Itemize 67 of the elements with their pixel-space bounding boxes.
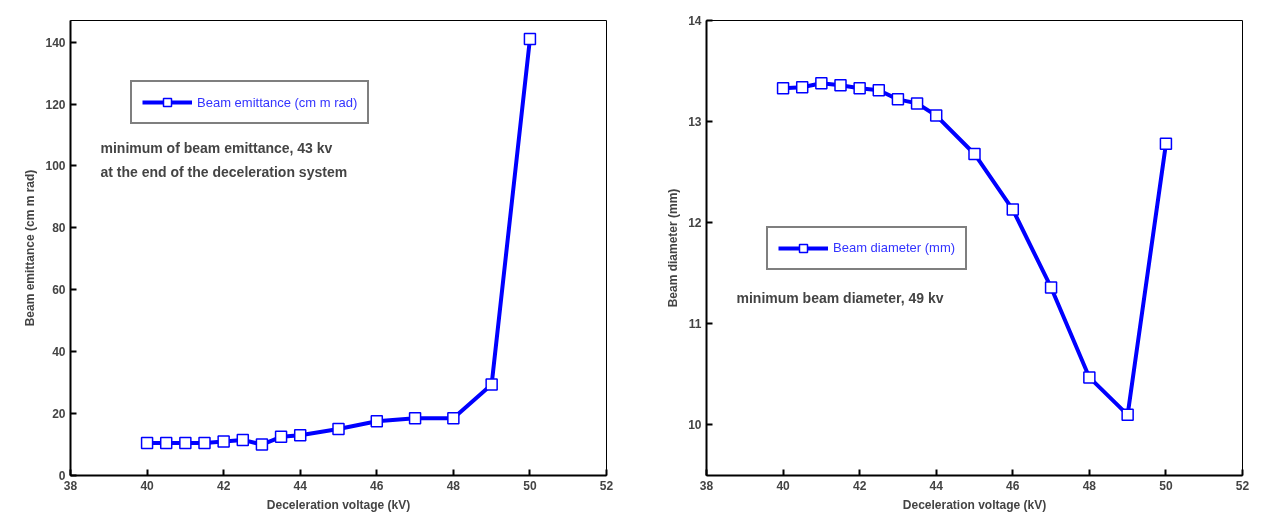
point: [776, 81, 790, 95]
point: [485, 378, 498, 391]
x-tick-label: 38: [699, 478, 714, 493]
x-tick-label: 44: [293, 478, 308, 493]
point: [853, 81, 866, 95]
point: [293, 429, 307, 442]
x-axis-title: Deceleration voltage (kV): [902, 497, 1047, 512]
legend-label: Beam emittance (cm m rad): [197, 94, 358, 110]
x-tick-label: 48: [446, 478, 461, 493]
point: [236, 433, 250, 447]
x-tick-label: 46: [370, 478, 384, 493]
x-tick-label: 52: [599, 478, 614, 493]
point: [274, 430, 288, 444]
point: [332, 422, 345, 436]
y-tick-label: 13: [688, 115, 702, 130]
point: [408, 411, 422, 425]
y-axis-title: Beam emittance (cm m rad): [23, 169, 38, 327]
point: [523, 32, 537, 46]
point: [910, 97, 924, 110]
point: [929, 109, 943, 122]
annotation: minimum of beam emittance, 43 kv: [100, 139, 333, 156]
x-tick-label: 52: [1235, 478, 1250, 493]
y-tick-label: 40: [52, 345, 66, 360]
point: [447, 411, 460, 425]
y-tick-label: 120: [45, 97, 66, 112]
legend-label: Beam diameter (mm): [833, 240, 956, 255]
point: [198, 436, 211, 450]
x-tick-label: 42: [216, 478, 231, 493]
point: [795, 80, 809, 94]
annotation: minimum beam diameter, 49 kv: [736, 289, 944, 306]
point: [179, 436, 192, 450]
point: [159, 436, 173, 450]
point: [968, 147, 981, 161]
point: [1083, 371, 1096, 384]
point: [1159, 137, 1173, 151]
y-tick-label: 80: [52, 221, 66, 236]
y-tick-label: 10: [688, 418, 702, 433]
point: [217, 435, 230, 448]
point: [815, 76, 828, 90]
x-tick-label: 40: [776, 478, 791, 493]
point: [834, 78, 847, 92]
x-tick-label: 44: [929, 478, 944, 493]
point: [1006, 203, 1020, 216]
y-tick-label: 12: [688, 216, 702, 231]
y-tick-label: 100: [45, 159, 66, 174]
annotation: at the end of the deceleration system: [100, 163, 348, 180]
y-tick-label: 60: [52, 283, 66, 298]
x-tick-label: 48: [1082, 478, 1097, 493]
point: [370, 415, 384, 428]
x-tick-label: 40: [140, 478, 155, 493]
x-tick-label: 50: [1159, 478, 1173, 493]
point: [891, 93, 905, 106]
y-tick-label: 11: [688, 317, 702, 332]
y-tick-label: 140: [45, 35, 66, 50]
x-tick-label: 50: [523, 478, 537, 493]
y-tick-label: 20: [52, 407, 66, 422]
y-tick-label: 14: [688, 14, 702, 28]
x-tick-label: 46: [1006, 478, 1020, 493]
y-tick-label: 0: [58, 469, 66, 483]
x-axis-title: Deceleration voltage (kV): [266, 497, 411, 512]
point: [1044, 281, 1058, 294]
y-axis-title: Beam diameter (mm): [666, 188, 681, 308]
point: [1121, 408, 1134, 422]
point: [872, 84, 886, 97]
x-tick-label: 42: [852, 478, 867, 493]
point: [255, 438, 269, 451]
point: [140, 436, 154, 450]
